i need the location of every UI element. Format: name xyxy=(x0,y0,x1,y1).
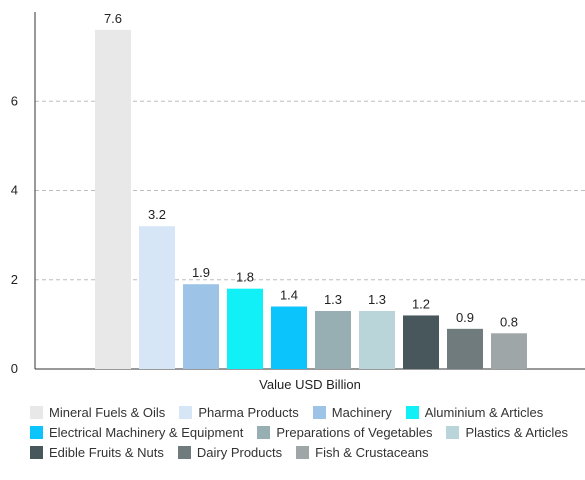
bar xyxy=(447,328,483,369)
bar-value-label: 1.3 xyxy=(368,292,386,307)
legend-swatch xyxy=(296,446,310,459)
bar-value-label: 7.6 xyxy=(104,11,122,26)
legend-label: Mineral Fuels & Oils xyxy=(49,405,166,420)
legend-item[interactable]: Dairy Products xyxy=(177,444,283,461)
bar xyxy=(183,284,219,369)
legend-swatch xyxy=(312,406,326,419)
bar xyxy=(491,333,527,369)
legend-item[interactable]: Aluminium & Articles xyxy=(405,404,544,421)
legend-label: Plastics & Articles xyxy=(465,425,569,440)
y-tick-label: 6 xyxy=(11,93,18,108)
bar-layer xyxy=(95,29,527,369)
legend-swatch xyxy=(257,426,271,439)
bar-value-label: 1.9 xyxy=(192,265,210,280)
data-label-layer: 7.6 3.2 1.9 1.8 1.4 1.3 1.3 1.2 0.9 0.8 xyxy=(104,11,518,329)
legend-swatch xyxy=(30,406,43,419)
legend-label: Dairy Products xyxy=(196,445,283,460)
bar xyxy=(95,29,131,369)
legend-item[interactable]: Machinery xyxy=(312,404,392,421)
bar-value-label: 1.3 xyxy=(324,292,342,307)
bar xyxy=(227,288,263,369)
legend-label: Machinery xyxy=(331,405,392,420)
legend-swatch xyxy=(30,426,43,439)
legend-swatch xyxy=(405,406,419,419)
bar-value-label: 0.9 xyxy=(456,310,474,325)
legend-item[interactable]: Fish & Crustaceans xyxy=(296,444,429,461)
legend-item[interactable]: Pharma Products xyxy=(179,404,299,421)
legend-label: Preparations of Vegetables xyxy=(276,425,433,440)
x-axis-title: Value USD Billion xyxy=(259,377,361,392)
legend-label: Edible Fruits & Nuts xyxy=(49,445,164,460)
bar xyxy=(403,315,439,369)
y-tick-label: 4 xyxy=(11,183,18,198)
bar xyxy=(139,226,175,369)
legend-label: Aluminium & Articles xyxy=(424,405,544,420)
legend-swatch xyxy=(179,406,193,419)
legend-swatch xyxy=(30,446,43,459)
legend: Mineral Fuels & Oils Pharma Products Machi… xyxy=(30,404,580,461)
legend-label: Fish & Crustaceans xyxy=(315,445,429,460)
bar-value-label: 1.8 xyxy=(236,270,254,285)
y-tick-label: 0 xyxy=(11,361,18,376)
bar xyxy=(359,310,395,369)
bar xyxy=(271,306,307,369)
legend-item[interactable]: Plastics & Articles xyxy=(446,424,568,441)
legend-item[interactable]: Preparations of Vegetables xyxy=(257,424,432,441)
bar-value-label: 0.8 xyxy=(500,314,518,329)
bar xyxy=(315,310,351,369)
legend-item[interactable]: Electrical Machinery & Equipment xyxy=(30,424,243,441)
legend-item[interactable]: Mineral Fuels & Oils xyxy=(30,404,165,421)
legend-label: Pharma Products xyxy=(198,405,299,420)
legend-item[interactable]: Edible Fruits & Nuts xyxy=(30,444,164,461)
bar-value-label: 1.4 xyxy=(280,288,298,303)
legend-swatch xyxy=(446,426,460,439)
y-tick-label: 2 xyxy=(11,272,18,287)
legend-swatch xyxy=(177,446,191,459)
legend-label: Electrical Machinery & Equipment xyxy=(49,425,244,440)
bar-chart: 0 2 4 6 7.6 3.2 1.9 1.8 1.4 1.3 1.3 1.2 0.9 0.8 Valu… xyxy=(11,11,585,392)
bar-value-label: 3.2 xyxy=(148,207,166,222)
bar-value-label: 1.2 xyxy=(412,296,430,311)
